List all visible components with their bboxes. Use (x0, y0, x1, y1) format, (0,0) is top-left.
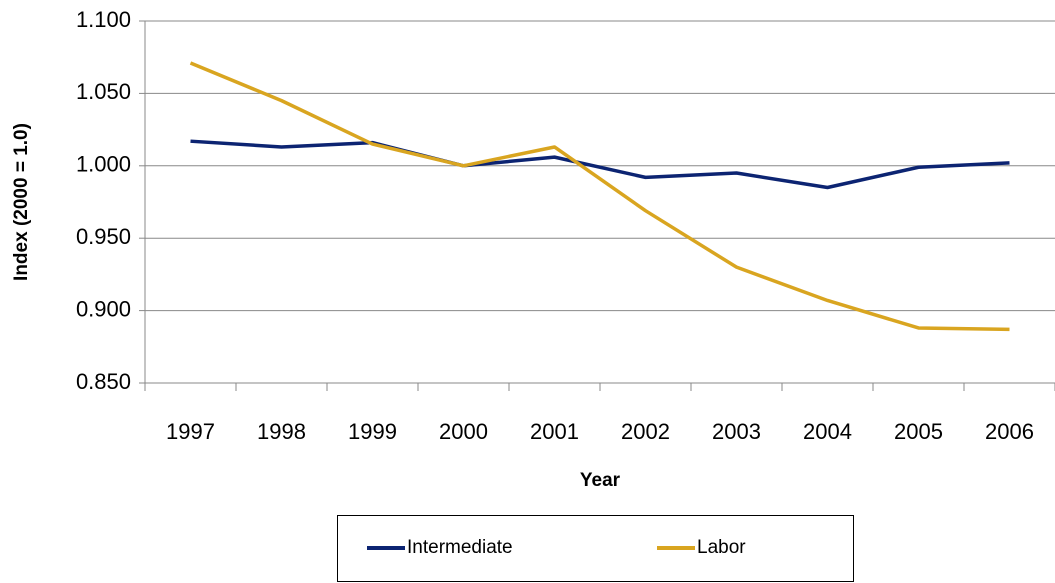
y-axis-title: Index (2000 = 1.0) (11, 123, 32, 281)
y-tick-label: 1.100 (76, 7, 131, 32)
x-tick-label: 2003 (712, 419, 761, 444)
y-tick-label: 0.950 (76, 224, 131, 249)
x-tick-label: 2006 (985, 419, 1034, 444)
legend-label: Intermediate (407, 537, 513, 558)
series-line (189, 61, 1010, 332)
legend-label: Labor (697, 537, 746, 558)
x-tick-label: 2004 (803, 419, 852, 444)
x-tick-label: 1998 (257, 419, 306, 444)
y-tick-label: 0.900 (76, 296, 131, 321)
x-tick-label: 1997 (166, 419, 215, 444)
series-line (190, 139, 1010, 190)
x-axis-title: Year (580, 470, 621, 491)
x-tick-label: 2000 (439, 419, 488, 444)
x-tick-label: 2005 (894, 419, 943, 444)
y-tick-label: 1.000 (76, 152, 131, 177)
y-tick-label: 0.850 (76, 369, 131, 394)
x-tick-label: 2001 (530, 419, 579, 444)
y-tick-label: 1.050 (76, 79, 131, 104)
x-tick-label: 1999 (348, 419, 397, 444)
legend-box (337, 515, 854, 582)
x-tick-label: 2002 (621, 419, 670, 444)
